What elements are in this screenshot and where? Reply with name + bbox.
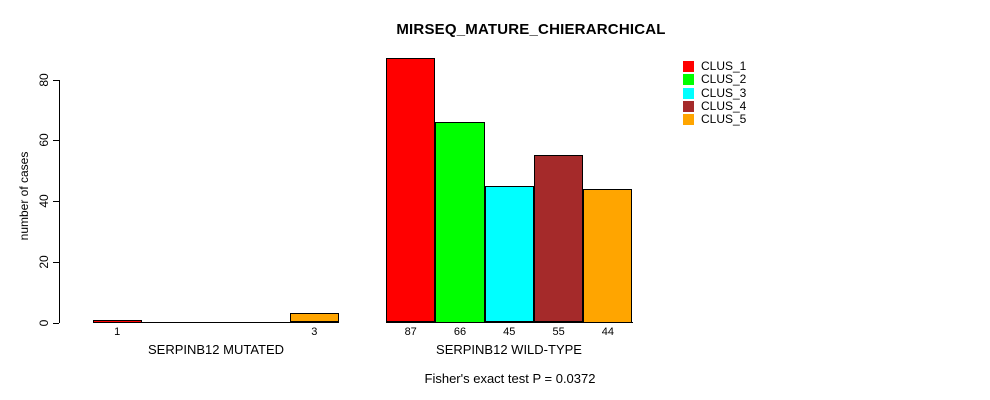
y-tick-label: 0 xyxy=(37,319,51,326)
bar-clus_4 xyxy=(533,155,584,323)
fisher-test-annotation: Fisher's exact test P = 0.0372 xyxy=(424,371,596,386)
bar-clus_1 xyxy=(386,58,436,323)
bar-clus_5 xyxy=(289,313,339,323)
legend-label-clus_3: CLUS_3 xyxy=(701,85,747,100)
y-axis-tick xyxy=(53,140,59,142)
bar-clus_5 xyxy=(583,188,633,323)
y-axis-tick xyxy=(53,79,59,81)
y-axis-line xyxy=(59,79,60,323)
legend-label-clus_1: CLUS_1 xyxy=(701,59,747,73)
group-label-mutated: SERPINB12 MUTATED xyxy=(147,342,285,357)
legend-swatch-clus_5 xyxy=(683,114,694,126)
y-tick-label: 60 xyxy=(37,133,51,147)
bar-value-label: 66 xyxy=(453,326,467,338)
bar-clus_3 xyxy=(484,185,534,323)
group-baseline xyxy=(92,321,339,323)
legend-swatch-clus_4 xyxy=(683,100,694,112)
y-axis-tick xyxy=(53,201,59,202)
bar-value-label: 45 xyxy=(503,326,516,338)
bar-value-label: 44 xyxy=(601,326,615,338)
bar-clus_2 xyxy=(435,122,485,323)
bar-value-label: 55 xyxy=(552,326,565,338)
legend-swatch-clus_1 xyxy=(683,61,694,72)
chart-title: MIRSEQ_MATURE_CHIERARCHICAL xyxy=(396,21,666,38)
y-tick-label: 80 xyxy=(37,72,51,87)
y-axis-tick xyxy=(53,322,59,324)
y-axis-tick xyxy=(53,261,59,263)
bar-value-label: 1 xyxy=(114,326,121,338)
y-axis-label: number of cases xyxy=(17,151,31,241)
group-label-wildtype: SERPINB12 WILD-TYPE xyxy=(436,342,582,357)
legend-swatch-clus_2 xyxy=(683,74,694,86)
legend-swatch-clus_3 xyxy=(683,87,694,99)
legend-label-clus_5: CLUS_5 xyxy=(701,112,747,127)
y-tick-label: 40 xyxy=(37,194,51,208)
y-tick-label: 20 xyxy=(37,255,51,269)
bar-value-label: 87 xyxy=(404,326,417,338)
bar-value-label: 3 xyxy=(311,326,318,338)
bar-clus_1 xyxy=(92,319,142,323)
legend-label-clus_4: CLUS_4 xyxy=(701,98,747,113)
legend-label-clus_2: CLUS_2 xyxy=(701,72,747,87)
